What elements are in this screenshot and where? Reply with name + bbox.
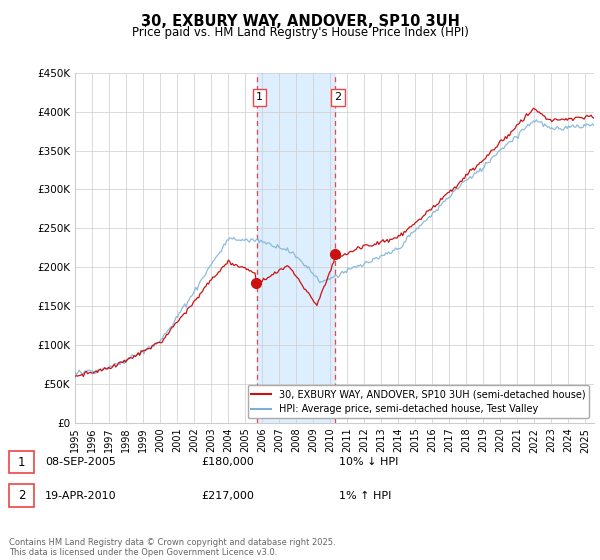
Text: £217,000: £217,000 <box>201 491 254 501</box>
Text: 08-SEP-2005: 08-SEP-2005 <box>45 457 116 467</box>
Text: 19-APR-2010: 19-APR-2010 <box>45 491 116 501</box>
Legend: 30, EXBURY WAY, ANDOVER, SP10 3UH (semi-detached house), HPI: Average price, sem: 30, EXBURY WAY, ANDOVER, SP10 3UH (semi-… <box>248 385 589 418</box>
Text: 2: 2 <box>334 92 341 102</box>
Text: £180,000: £180,000 <box>201 457 254 467</box>
Text: 10% ↓ HPI: 10% ↓ HPI <box>339 457 398 467</box>
Text: 1: 1 <box>18 455 25 469</box>
Text: 30, EXBURY WAY, ANDOVER, SP10 3UH: 30, EXBURY WAY, ANDOVER, SP10 3UH <box>140 14 460 29</box>
Text: 1% ↑ HPI: 1% ↑ HPI <box>339 491 391 501</box>
Text: 2: 2 <box>18 489 25 502</box>
Bar <box>257 73 335 423</box>
Text: 1: 1 <box>256 92 263 102</box>
Text: Price paid vs. HM Land Registry's House Price Index (HPI): Price paid vs. HM Land Registry's House … <box>131 26 469 39</box>
Text: Contains HM Land Registry data © Crown copyright and database right 2025.
This d: Contains HM Land Registry data © Crown c… <box>9 538 335 557</box>
